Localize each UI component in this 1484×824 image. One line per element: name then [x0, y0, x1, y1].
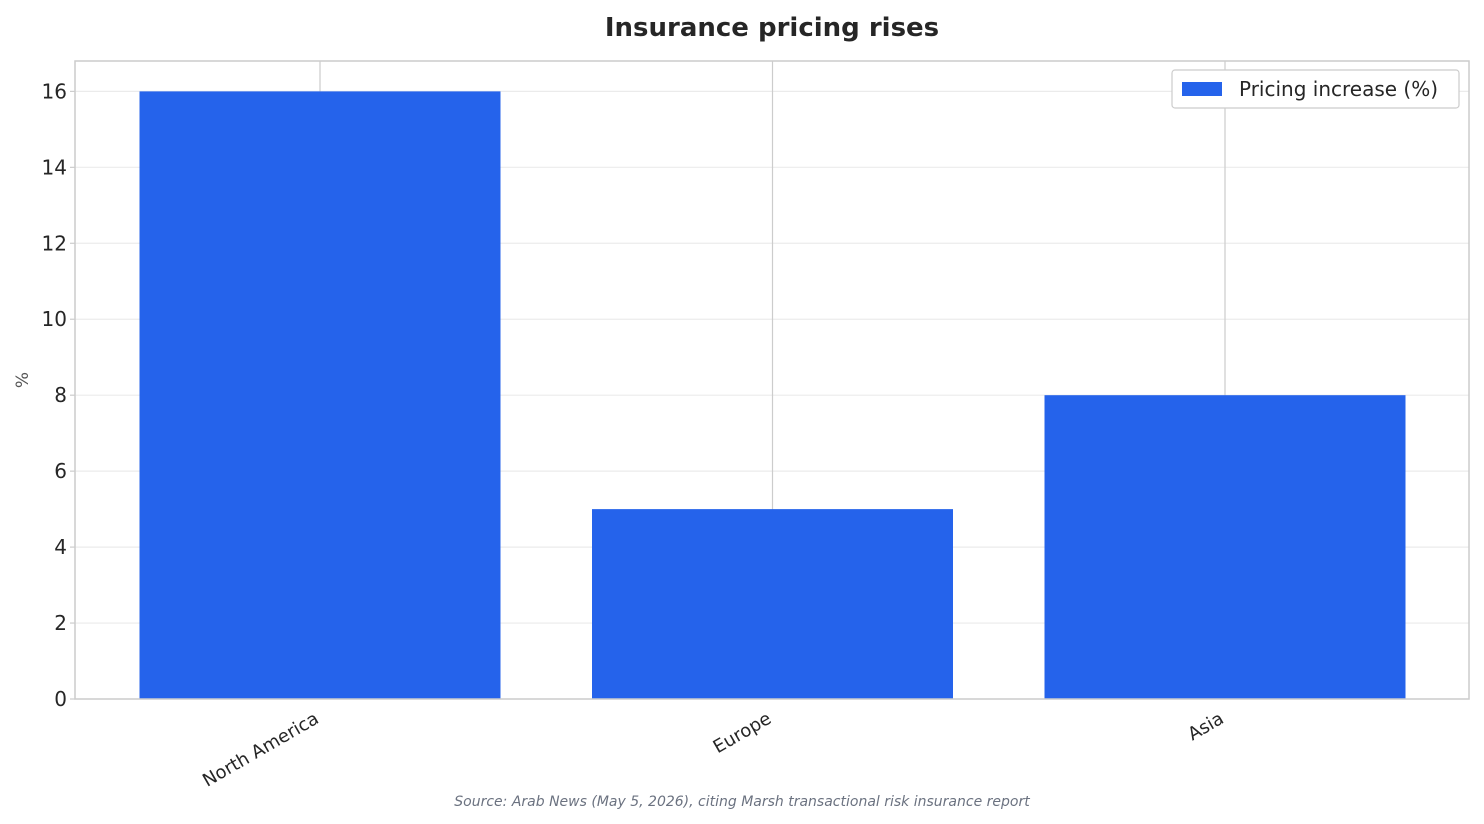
plot-frame — [74, 60, 1470, 700]
bar — [592, 509, 953, 699]
y-tick-label: 4 — [54, 535, 67, 559]
y-tick-label: 10 — [42, 307, 67, 331]
y-tick-label: 12 — [42, 231, 67, 255]
source-note: Source: Arab News (May 5, 2026), citing … — [454, 794, 1030, 810]
chart-title: Insurance pricing rises — [605, 13, 939, 43]
y-tick-label: 16 — [42, 79, 67, 103]
legend-box — [1171, 69, 1460, 109]
bars — [139, 91, 1406, 699]
legend-label: Pricing increase (%) — [1239, 77, 1438, 101]
y-tick-label: 6 — [54, 459, 67, 483]
y-axis: 0 2 4 6 8 10 12 14 16 — [42, 79, 75, 711]
y-tick-label: 8 — [54, 383, 67, 407]
legend: Pricing increase (%) — [1171, 69, 1460, 109]
y-axis-label: % — [13, 372, 33, 388]
x-axis: North America Europe Asia — [199, 708, 1227, 791]
legend-swatch — [1182, 82, 1222, 96]
bar — [139, 91, 501, 699]
y-tick-label: 0 — [54, 687, 67, 711]
x-tick-label: Europe — [710, 708, 775, 758]
y-tick-label: 2 — [54, 611, 67, 635]
y-tick-label: 14 — [42, 155, 67, 179]
x-tick-label: Asia — [1184, 708, 1227, 745]
x-tick-label: North America — [199, 708, 322, 791]
bar — [1044, 395, 1406, 699]
